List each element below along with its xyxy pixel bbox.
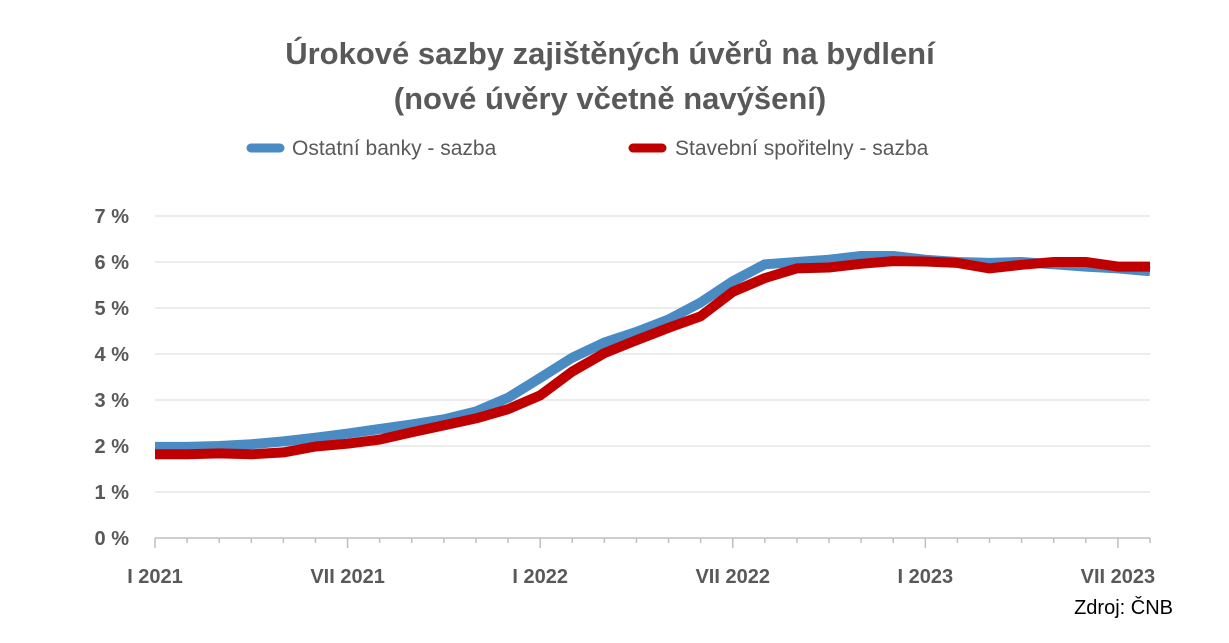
chart-title: Úrokové sazby zajištěných úvěrů na bydle… — [285, 35, 936, 116]
series-lines — [155, 251, 1151, 460]
x-tick-label: I 2021 — [127, 566, 183, 588]
y-axis-labels: 0 % 1 % 2 % 3 % 4 % 5 % 6 % 7 % — [95, 206, 130, 550]
chart-title-line-2: (nové úvěry včetně navýšení) — [394, 81, 826, 116]
x-tick-label: VII 2022 — [695, 566, 770, 588]
legend-label-ostatni-banky: Ostatní banky - sazba — [292, 137, 497, 160]
y-tick-label: 1 % — [95, 482, 130, 504]
y-tick-label: 4 % — [95, 344, 130, 366]
y-tick-label: 2 % — [95, 436, 130, 458]
y-tick-label: 0 % — [95, 528, 130, 550]
series-line-stavebni-sporitelny — [155, 256, 1150, 460]
legend-label-stavebni-sporitelny: Stavební spořitelny - sazba — [675, 137, 929, 160]
y-tick-label: 5 % — [95, 298, 130, 320]
chart-title-line-1: Úrokové sazby zajištěných úvěrů na bydle… — [285, 35, 936, 71]
x-axis: I 2021 VII 2021 I 2022 VII 2022 I 2023 VII 20… — [127, 537, 1156, 588]
y-tick-label: 3 % — [95, 390, 130, 412]
x-tick-label: VII 2023 — [1081, 566, 1156, 588]
y-tick-label: 6 % — [95, 252, 130, 274]
legend: Ostatní banky - sazba Stavební spořiteln… — [246, 137, 929, 160]
x-tick-label: I 2022 — [512, 566, 568, 588]
source-note: Zdroj: ČNB — [1074, 596, 1173, 619]
series-line-ostatni-banky — [155, 251, 1151, 452]
x-tick-label: I 2023 — [898, 566, 954, 588]
y-tick-label: 7 % — [95, 206, 130, 228]
x-tick-label: VII 2021 — [310, 566, 385, 588]
